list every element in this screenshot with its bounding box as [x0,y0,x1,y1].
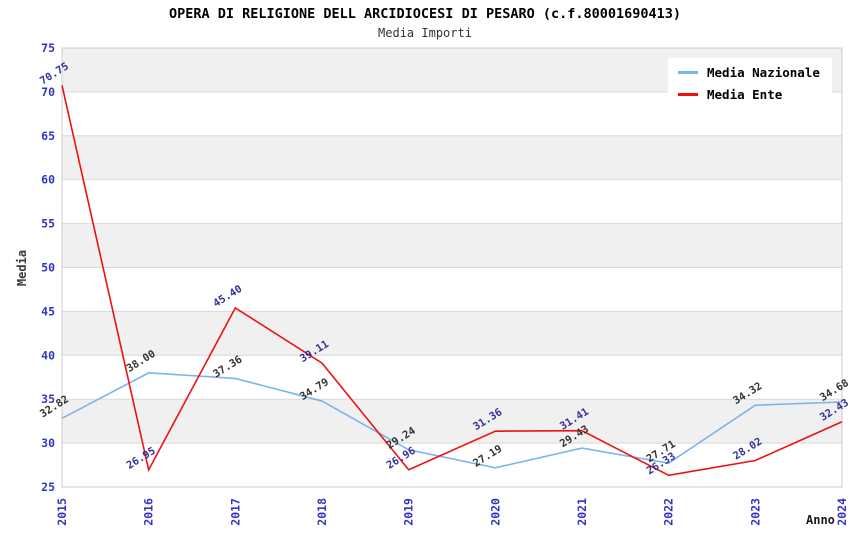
legend-item-media-ente: Media Ente [678,87,820,102]
plot-band-gray [62,135,842,180]
legend-label-media-nazionale: Media Nazionale [707,65,820,80]
x-tick-label: 2019 [402,498,416,526]
plot-band-white [62,355,842,400]
plot-band-gray [62,223,842,268]
plot-band-gray [62,399,842,444]
y-axis-title: Media [15,249,29,287]
y-tick-label: 30 [41,436,55,450]
legend: Media Nazionale Media Ente [668,58,832,109]
plot-band-white [62,179,842,224]
x-tick-label: 2023 [748,498,762,526]
chart-title: OPERA DI RELIGIONE DELL ARCIDIOCESI DI P… [168,6,682,22]
plot-border [61,47,843,488]
plot-band-white [62,267,842,312]
legend-label-media-ente: Media Ente [707,87,783,102]
series-line-media-ente [61,85,843,477]
y-tick-label: 55 [41,217,55,231]
legend-swatch-media-ente [678,93,698,96]
x-tick-label: 2024 [835,498,849,526]
legend-swatch-media-nazionale [678,71,698,74]
x-tick-label: 2022 [662,498,676,526]
y-tick-label: 75 [41,41,55,55]
x-tick-label: 2016 [142,498,156,526]
y-tick-label: 60 [41,173,55,187]
series-line-media-nazionale [61,372,843,469]
x-tick-label: 2021 [575,498,589,526]
x-tick-label: 2017 [228,498,242,526]
chart-subtitle: Media Importi [378,26,472,40]
y-tick-label: 35 [41,392,55,406]
x-tick-label: 2020 [488,498,502,526]
legend-item-media-nazionale: Media Nazionale [678,65,820,80]
y-tick-label: 40 [41,348,55,362]
y-tick-label: 25 [41,480,55,494]
x-tick-label: 2018 [315,498,329,526]
x-tick-label: 2015 [55,498,69,526]
y-tick-label: 45 [41,304,55,318]
x-axis-title: Anno [806,513,835,527]
y-tick-label: 50 [41,261,55,275]
y-tick-label: 65 [41,129,55,143]
plot-band-gray [62,311,842,356]
y-tick-label: 70 [41,85,55,99]
